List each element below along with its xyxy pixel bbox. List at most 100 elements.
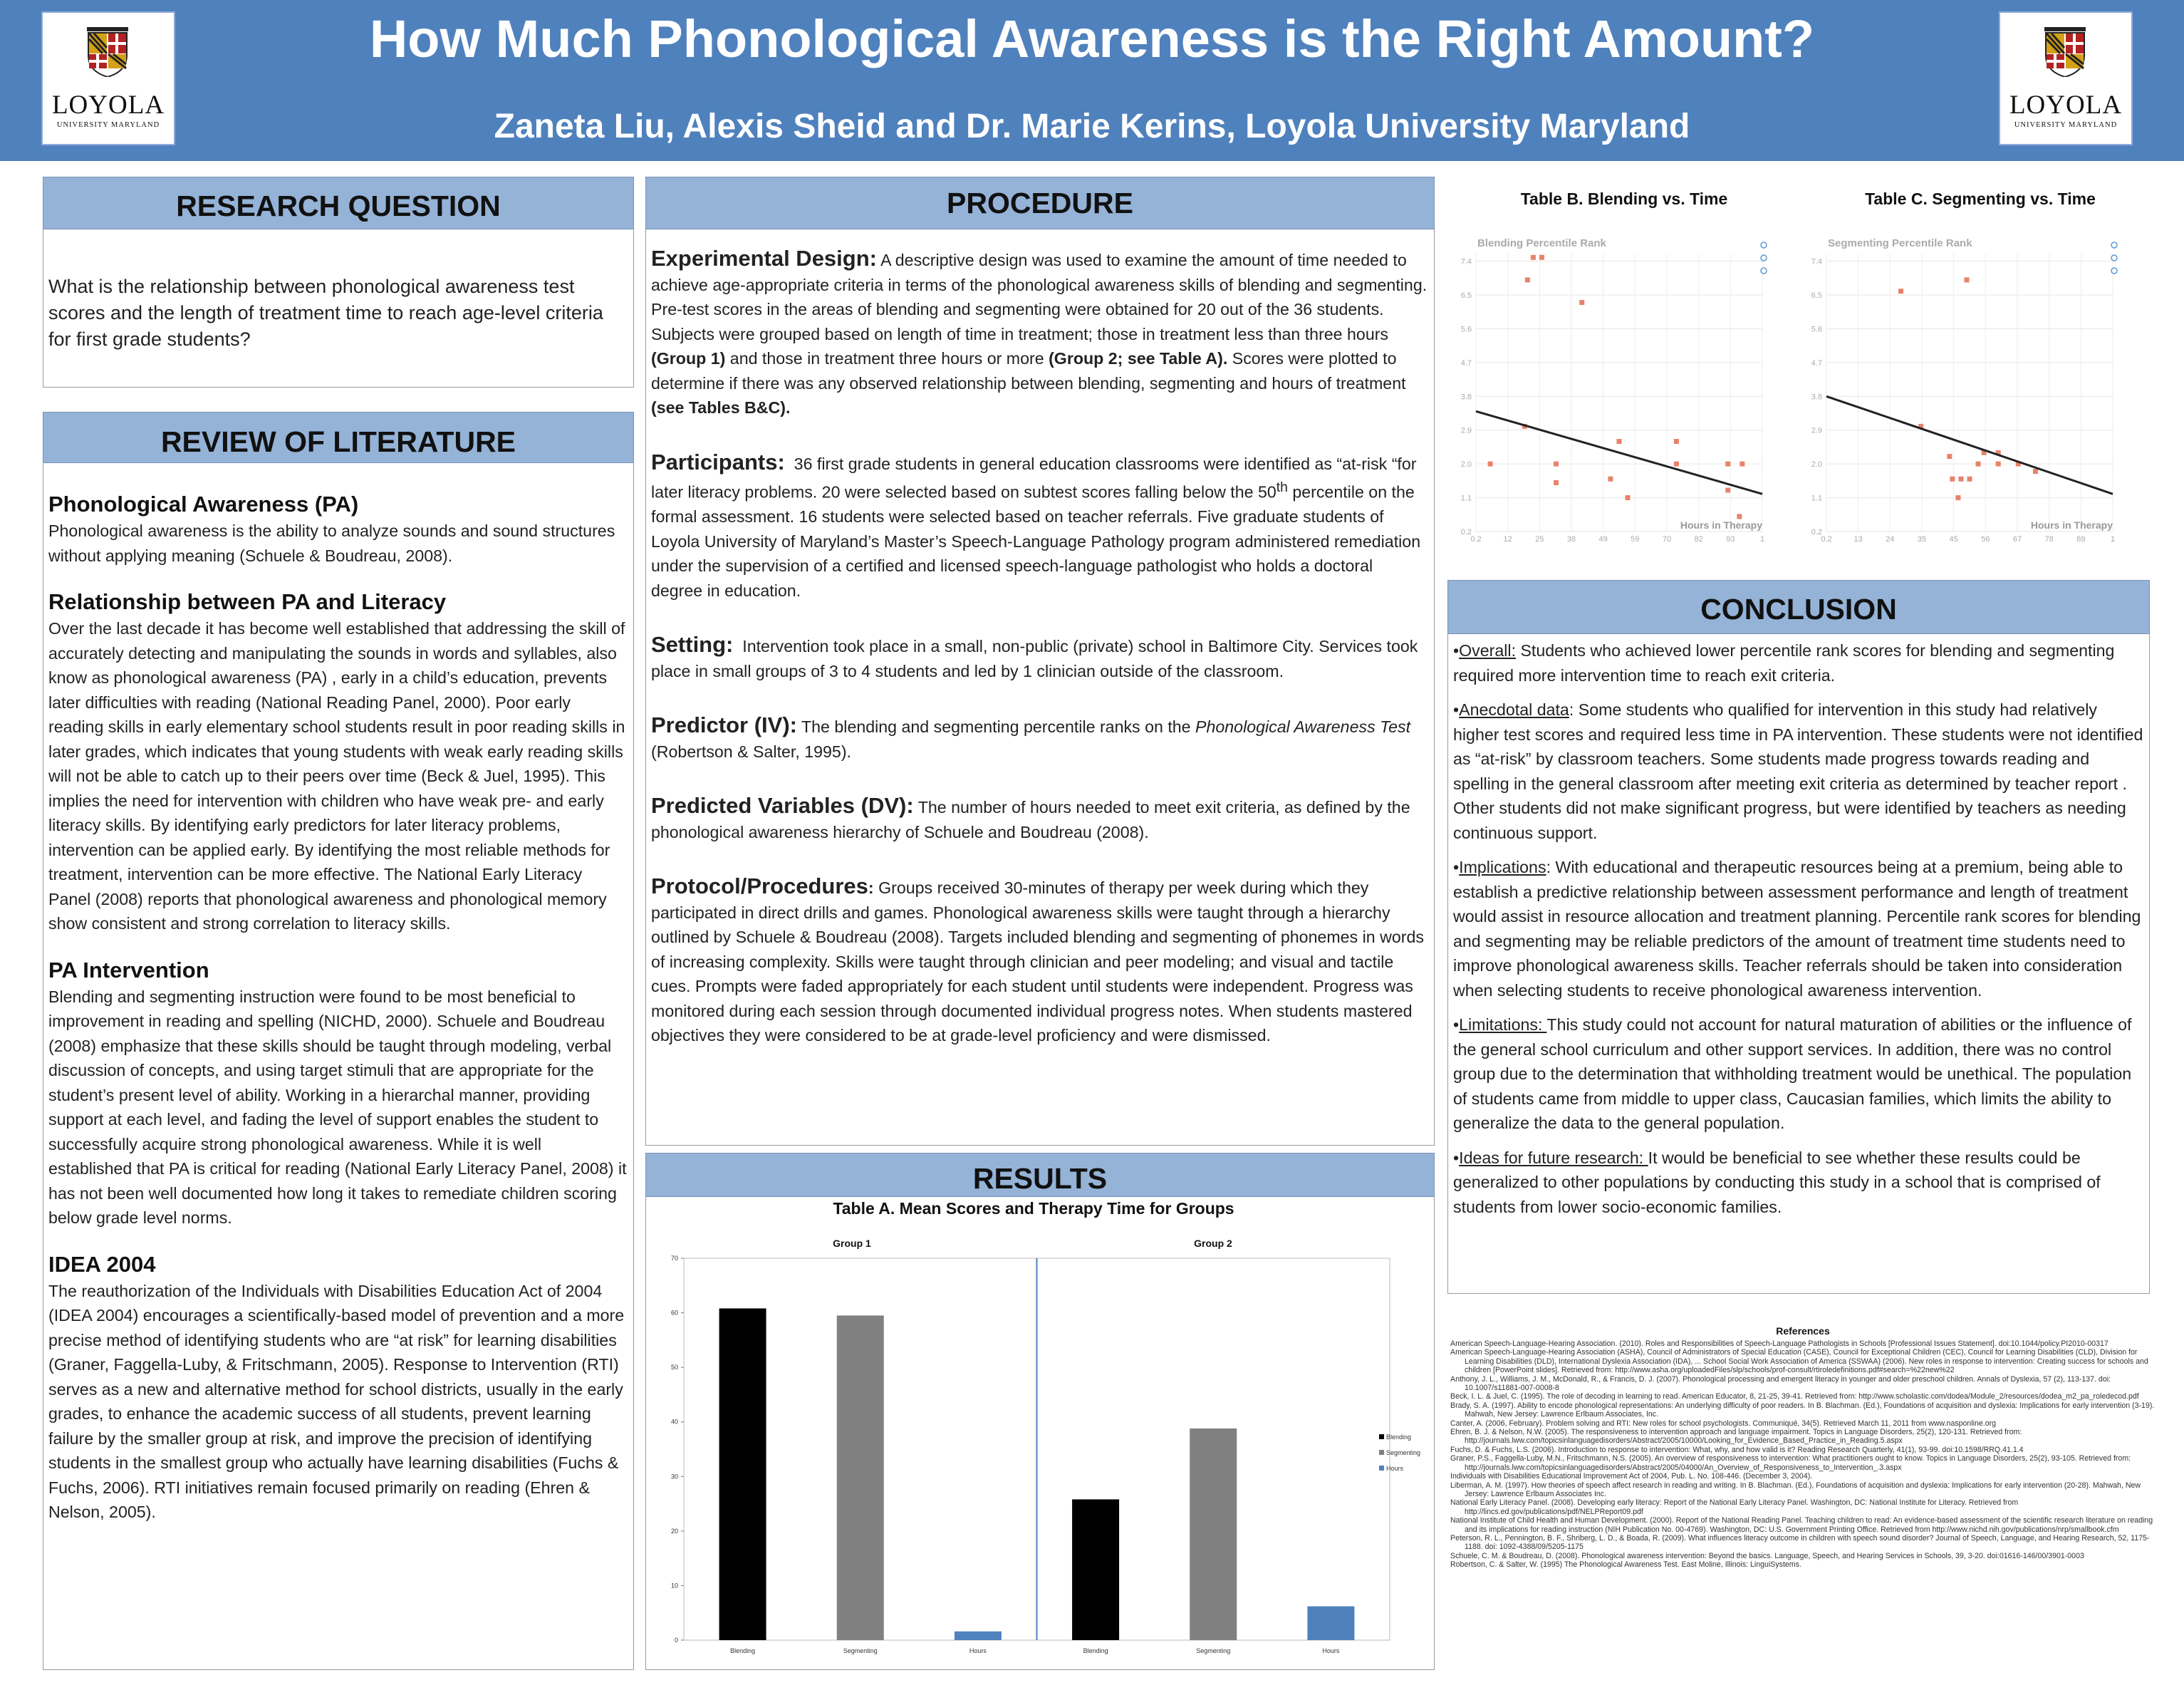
- lit-section-body: Over the last decade it has become well …: [48, 619, 625, 933]
- y-tick-label: 4.7: [1811, 359, 1822, 368]
- data-point: [1673, 439, 1679, 445]
- literature-heading: REVIEW OF LITERATURE: [43, 412, 634, 463]
- reference-item: Liberman, A. M. (1997). How theories of …: [1450, 1481, 2141, 1498]
- logo-subtitle: UNIVERSITY MARYLAND: [2014, 121, 2118, 129]
- reference-item: Graner, P.S., Faggella-Luby, M.N., Frits…: [1450, 1454, 2131, 1472]
- legend-swatch: [1379, 1450, 1384, 1455]
- research-question-text: What is the relationship between phonolo…: [48, 276, 603, 350]
- research-question-heading: RESEARCH QUESTION: [43, 177, 634, 229]
- y-tick-label: 10: [671, 1582, 678, 1589]
- lit-section-title: Phonological Awareness (PA): [48, 492, 359, 517]
- data-point: [1608, 476, 1613, 482]
- x-tick-label: Blending: [1083, 1647, 1108, 1654]
- zoom-icon: [1760, 254, 1767, 261]
- data-point: [1737, 514, 1742, 519]
- bar-blending: [1072, 1499, 1120, 1640]
- bar-segmenting: [1190, 1428, 1237, 1640]
- data-point: [1725, 487, 1731, 493]
- group-label: Group 1: [833, 1238, 871, 1249]
- data-point: [1981, 450, 1987, 455]
- zoom-icon: [2111, 254, 2118, 261]
- y-tick-label: 7.4: [1461, 258, 1472, 266]
- zoom-icon: [2111, 267, 2118, 274]
- y-tick-label: 5.6: [1811, 325, 1822, 333]
- results-bar-chart: Table A. Mean Scores and Therapy Time fo…: [671, 1199, 1420, 1654]
- conclusion-body: •Overall: Students who achieved lower pe…: [1453, 638, 2147, 1229]
- table-c-title: Table C. Segmenting vs. Time: [1865, 190, 2096, 208]
- y-tick-label: 2.9: [1461, 427, 1472, 435]
- data-point: [1524, 277, 1530, 283]
- data-point: [1539, 254, 1544, 260]
- lit-section-body: Phonological awareness is the ability to…: [48, 522, 615, 565]
- y-tick-label: 1.1: [1461, 494, 1472, 503]
- x-tick-label: Segmenting: [843, 1647, 878, 1654]
- data-point: [1625, 495, 1631, 501]
- x-tick-label: 1: [1760, 535, 1764, 544]
- y-tick-label: 6.5: [1461, 291, 1472, 300]
- procedure-item-title: Participants:: [651, 449, 785, 475]
- y-tick-label: 0: [675, 1637, 678, 1644]
- x-tick-label: Hours: [1322, 1647, 1340, 1654]
- y-tick-label: 3.8: [1811, 393, 1822, 401]
- reference-item: Anthony, J. L., Williams, J. M., McDonal…: [1450, 1374, 2111, 1393]
- lit-section-body: The reauthorization of the Individuals w…: [48, 1281, 625, 1522]
- x-tick-label: 12: [1504, 535, 1512, 544]
- procedure-item-title: Predicted Variables (DV):: [651, 793, 914, 819]
- plot-background: [1802, 232, 2126, 554]
- y-tick-label: 30: [671, 1473, 678, 1480]
- data-point: [1955, 495, 1961, 501]
- data-point: [1530, 254, 1536, 260]
- zoom-icon: [1760, 267, 1767, 274]
- data-point: [1554, 479, 1559, 485]
- procedure-heading: PROCEDURE: [645, 177, 1435, 229]
- reference-item: American Speech-Language-Hearing Associa…: [1450, 1348, 2148, 1375]
- data-point: [1950, 476, 1955, 482]
- data-point: [1995, 450, 2001, 455]
- plot-background: [1452, 232, 1775, 554]
- x-tick-label: 35: [1918, 535, 1926, 544]
- y-tick-label: 0.2: [1461, 528, 1472, 536]
- literature-panel: [43, 412, 634, 1670]
- shield-icon: [87, 27, 128, 77]
- x-tick-label: 89: [2076, 535, 2085, 544]
- x-tick-label: 82: [1695, 535, 1703, 544]
- y-tick-label: 3.8: [1461, 393, 1472, 401]
- references-list: American Speech-Language-Hearing Associa…: [1450, 1339, 2156, 1570]
- chart-title: Table A. Mean Scores and Therapy Time fo…: [833, 1199, 1234, 1218]
- data-point: [1616, 439, 1622, 445]
- conclusion-item: •Implications: With educational and ther…: [1453, 858, 2141, 1000]
- y-tick-label: 60: [671, 1310, 678, 1317]
- data-point: [1995, 461, 2001, 467]
- lit-section-title: PA Intervention: [48, 957, 209, 983]
- trend-line: [1475, 410, 1763, 495]
- legend-label: Blending: [1386, 1434, 1411, 1441]
- procedure-panel: [645, 177, 1435, 1146]
- data-point: [1898, 289, 1904, 294]
- bar-hours: [954, 1631, 1002, 1640]
- x-tick-label: Segmenting: [1196, 1647, 1230, 1654]
- x-tick-label: 56: [1981, 535, 1990, 544]
- y-tick-label: 50: [671, 1364, 678, 1371]
- scatter-x-label: Hours in Therapy: [2031, 519, 2113, 531]
- reference-item: Canter, A. (2006, February). Problem sol…: [1450, 1419, 1997, 1428]
- x-tick-label: 0.2: [1470, 535, 1481, 544]
- data-point: [1725, 461, 1731, 467]
- x-tick-label: 59: [1631, 535, 1639, 544]
- y-tick-label: 2.0: [1461, 460, 1472, 469]
- conclusion-panel: [1447, 580, 2150, 1294]
- data-point: [1975, 461, 1981, 467]
- data-point: [1918, 423, 1924, 429]
- y-tick-label: 0.2: [1811, 528, 1822, 536]
- references-heading: References: [1776, 1325, 1830, 1337]
- data-point: [1958, 476, 1964, 482]
- conclusion-item: •Limitations: This study could not accou…: [1453, 1015, 2132, 1132]
- x-tick-label: 49: [1599, 535, 1608, 544]
- reference-item: Individuals with Disabilities Educationa…: [1450, 1472, 1813, 1481]
- scatter-x-label: Hours in Therapy: [1680, 519, 1762, 531]
- group-label: Group 2: [1194, 1238, 1232, 1249]
- data-point: [1554, 461, 1559, 467]
- data-point: [1579, 300, 1585, 306]
- reference-item: Ehren, B. J. & Nelson, N.W. (2005). The …: [1450, 1428, 2022, 1446]
- trend-line: [1826, 395, 2113, 495]
- data-point: [1964, 277, 1970, 283]
